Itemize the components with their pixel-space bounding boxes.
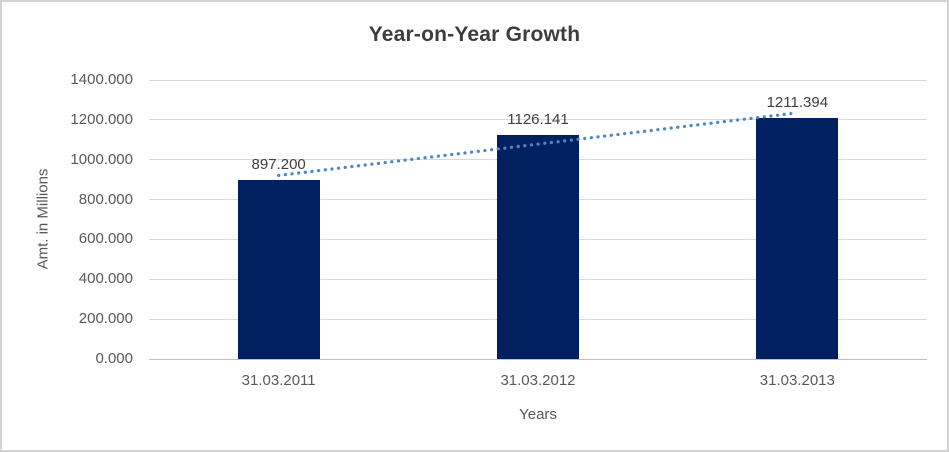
y-tick-label: 1400.000 [70, 71, 133, 88]
bar-value-label: 1126.141 [507, 110, 569, 128]
y-tick-label: 1200.000 [70, 110, 133, 128]
y-tick-label: 1000.000 [70, 150, 133, 168]
x-tick-label: 31.03.2012 [500, 372, 576, 389]
bar-value-label: 1211.394 [766, 93, 829, 111]
x-axis-line [149, 358, 927, 360]
x-tick-label: 31.03.2011 [241, 372, 316, 389]
y-tick-label: 200.000 [78, 310, 133, 328]
y-tick-label: 400.000 [78, 270, 133, 288]
bar [756, 117, 839, 359]
x-axis-title: Years [519, 406, 557, 423]
y-axis-title: Amt. in Millions [34, 168, 52, 270]
y-gridline [149, 79, 927, 81]
chart-title: Year-on-Year Growth [368, 23, 581, 46]
bar [237, 180, 320, 359]
x-tick-label: 31.03.2013 [759, 372, 835, 389]
y-tick-label: 0.000 [95, 350, 133, 367]
bar [497, 134, 579, 359]
y-tick-label: 800.000 [78, 190, 133, 208]
bar-value-label: 897.200 [251, 156, 306, 174]
y-tick-label: 600.000 [78, 230, 133, 248]
